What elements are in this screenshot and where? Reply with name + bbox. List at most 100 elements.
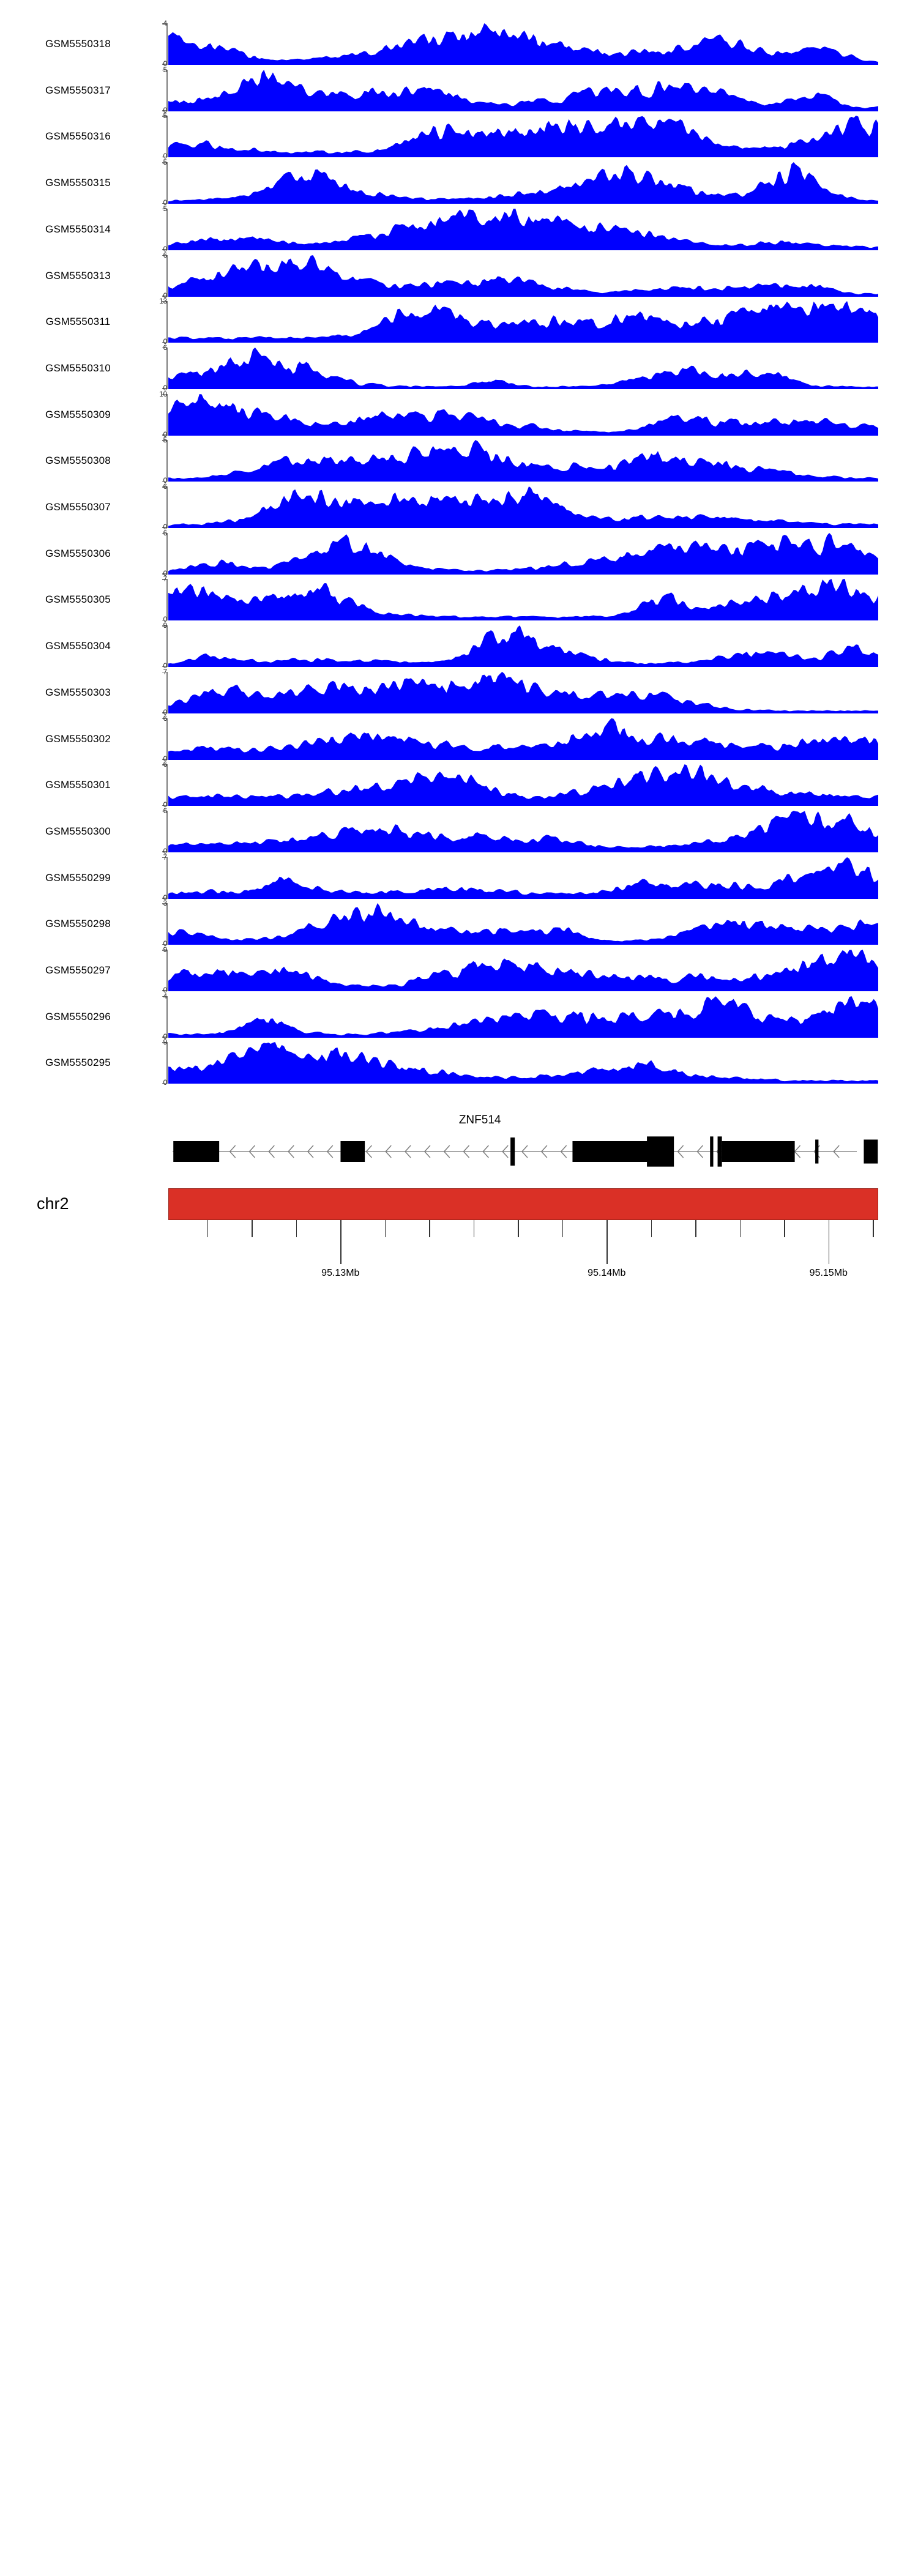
- coverage-plot-area[interactable]: [168, 486, 878, 528]
- coverage-track[interactable]: GSM5550298 3 0: [0, 901, 918, 948]
- coverage-area-path: [168, 347, 878, 389]
- coverage-plot-area[interactable]: [168, 810, 878, 852]
- axis-tick-label: 95.15Mb: [809, 1268, 848, 1279]
- y-axis-line: [166, 764, 168, 806]
- gene-exon-box[interactable]: [340, 1141, 365, 1163]
- coverage-track[interactable]: GSM5550316 5 0: [0, 113, 918, 160]
- coverage-plot-area[interactable]: [168, 69, 878, 111]
- coverage-track[interactable]: GSM5550318 4 0: [0, 20, 918, 68]
- track-sample-label: GSM5550308: [45, 455, 111, 467]
- coverage-plot-area[interactable]: [168, 857, 878, 899]
- coverage-plot-area[interactable]: [168, 23, 878, 65]
- chromosome-ideogram-bar[interactable]: [168, 1188, 878, 1221]
- y-axis-tick-min: [162, 64, 168, 65]
- coverage-track[interactable]: GSM5550304 9 0: [0, 622, 918, 670]
- coverage-track[interactable]: GSM5550311 13 0: [0, 298, 918, 346]
- gene-annotation-track[interactable]: ZNF514: [0, 1098, 918, 1177]
- gene-exon-box[interactable]: [717, 1136, 722, 1167]
- coverage-area-path: [168, 162, 878, 204]
- coverage-plot-area[interactable]: [168, 301, 878, 343]
- track-sample-label: GSM5550304: [45, 640, 111, 652]
- coverage-plot-area[interactable]: [168, 162, 878, 204]
- coverage-plot-area[interactable]: [168, 903, 878, 945]
- gene-exon-box[interactable]: [510, 1137, 515, 1166]
- axis-tick-minor: [384, 1220, 386, 1238]
- y-axis-tick-min: [162, 1037, 168, 1038]
- coverage-plot-area[interactable]: [168, 671, 878, 713]
- coverage-track[interactable]: GSM5550300 6 0: [0, 808, 918, 855]
- coverage-plot-area[interactable]: [168, 1042, 878, 1084]
- coverage-area-svg: [168, 996, 878, 1038]
- strand-arrow-icon: [248, 1145, 256, 1158]
- y-axis-line: [166, 162, 168, 204]
- y-axis-tick-max: [162, 208, 168, 210]
- coverage-track[interactable]: GSM5550313 6 0: [0, 252, 918, 299]
- coverage-track[interactable]: GSM5550303 7 0: [0, 669, 918, 717]
- coverage-area-svg: [168, 810, 878, 852]
- y-axis-tick-max: [162, 162, 168, 163]
- track-sample-label: GSM5550301: [45, 779, 111, 791]
- coverage-track[interactable]: GSM5550314 5 0: [0, 206, 918, 253]
- coverage-track[interactable]: GSM5550309 10 0: [0, 391, 918, 438]
- y-axis-tick-min: [162, 341, 168, 343]
- y-axis-tick-min: [162, 110, 168, 111]
- coverage-plot-area[interactable]: [168, 116, 878, 158]
- coverage-area-svg: [168, 486, 878, 528]
- coverage-track[interactable]: GSM5550307 6 0: [0, 483, 918, 531]
- track-sample-label: GSM5550313: [45, 269, 111, 281]
- y-axis-tick-min: [162, 1082, 168, 1084]
- coverage-area-svg: [168, 440, 878, 482]
- coverage-plot-area[interactable]: [168, 208, 878, 250]
- coverage-area-svg: [168, 162, 878, 204]
- coverage-track[interactable]: GSM5550310 6 0: [0, 344, 918, 392]
- coverage-plot-area[interactable]: [168, 625, 878, 668]
- coverage-track[interactable]: GSM5550301 6 0: [0, 761, 918, 809]
- gene-exon-box[interactable]: [647, 1136, 674, 1167]
- coverage-track[interactable]: GSM5550305 7 0: [0, 576, 918, 624]
- coverage-track[interactable]: GSM5550299 7 0: [0, 854, 918, 902]
- y-axis-line: [166, 301, 168, 343]
- coverage-area-svg: [168, 116, 878, 158]
- coverage-plot-area[interactable]: [168, 440, 878, 482]
- coverage-track[interactable]: GSM5550302 6 0: [0, 715, 918, 762]
- coverage-plot-area[interactable]: [168, 950, 878, 991]
- coverage-area-path: [168, 393, 878, 436]
- y-axis-tick-min: [162, 388, 168, 389]
- y-axis-max-label: 6: [163, 761, 167, 769]
- coverage-track[interactable]: GSM5550296 4 0: [0, 993, 918, 1040]
- coverage-plot-area[interactable]: [168, 393, 878, 436]
- coverage-track[interactable]: GSM5550308 5 0: [0, 437, 918, 485]
- y-axis-line: [166, 440, 168, 482]
- y-axis-min-label: 0: [163, 894, 167, 902]
- gene-exon-box[interactable]: [722, 1141, 795, 1163]
- coverage-plot-area[interactable]: [168, 718, 878, 760]
- coverage-track[interactable]: GSM5550297 9 0: [0, 947, 918, 994]
- y-axis-tick-min: [162, 666, 168, 668]
- y-axis-min-label: 0: [163, 1079, 167, 1087]
- gene-exon-box[interactable]: [710, 1136, 714, 1167]
- track-y-axis: 10 0: [156, 391, 168, 438]
- coverage-plot-area[interactable]: [168, 532, 878, 575]
- track-sample-label: GSM5550307: [45, 501, 111, 513]
- coverage-plot-area[interactable]: [168, 255, 878, 297]
- y-axis-tick-max: [162, 579, 168, 580]
- coverage-track[interactable]: GSM5550315 5 0: [0, 159, 918, 207]
- coverage-plot-area[interactable]: [168, 347, 878, 389]
- coverage-track[interactable]: GSM5550317 5 0: [0, 67, 918, 114]
- coverage-area-path: [168, 625, 878, 668]
- coverage-area-path: [168, 579, 878, 621]
- coverage-track[interactable]: GSM5550306 6 0: [0, 530, 918, 577]
- coverage-plot-area[interactable]: [168, 579, 878, 621]
- coverage-track[interactable]: GSM5550295 9 0: [0, 1040, 918, 1087]
- coverage-area-svg: [168, 950, 878, 991]
- y-axis-max-label: 6: [163, 344, 167, 352]
- gene-exon-box[interactable]: [864, 1139, 878, 1164]
- gene-exon-box[interactable]: [815, 1139, 819, 1164]
- coverage-plot-area[interactable]: [168, 764, 878, 806]
- track-sample-label: GSM5550309: [45, 408, 111, 420]
- y-axis-min-label: 0: [163, 477, 167, 485]
- coverage-plot-area[interactable]: [168, 996, 878, 1038]
- gene-exon-box[interactable]: [173, 1141, 220, 1163]
